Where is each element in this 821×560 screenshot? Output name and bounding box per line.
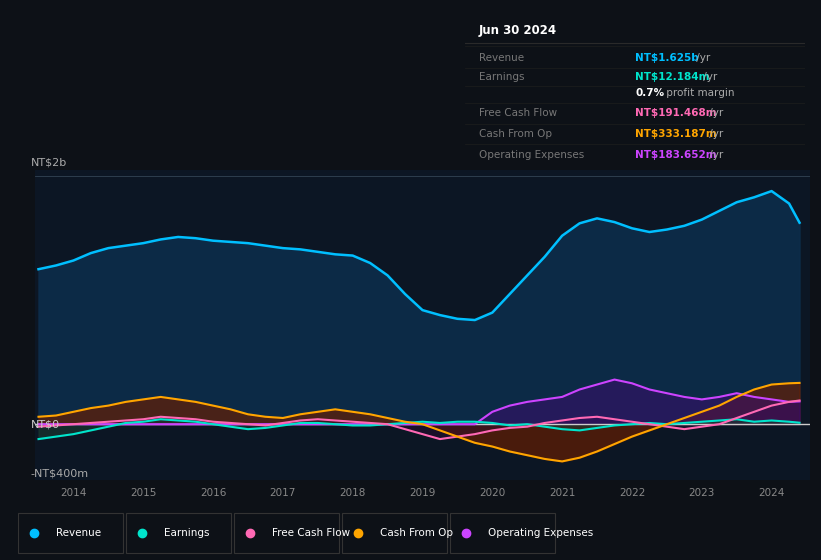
Text: Operating Expenses: Operating Expenses bbox=[488, 528, 593, 538]
Text: Jun 30 2024: Jun 30 2024 bbox=[479, 24, 557, 37]
Text: /yr: /yr bbox=[706, 108, 723, 118]
Text: 2019: 2019 bbox=[410, 488, 436, 498]
Bar bbox=[450, 513, 555, 553]
Bar bbox=[342, 513, 447, 553]
Text: -NT$400m: -NT$400m bbox=[31, 469, 89, 479]
Text: 0.7%: 0.7% bbox=[635, 87, 664, 97]
Text: 2024: 2024 bbox=[759, 488, 785, 498]
Text: Operating Expenses: Operating Expenses bbox=[479, 150, 584, 160]
Bar bbox=[126, 513, 232, 553]
Text: Cash From Op: Cash From Op bbox=[380, 528, 453, 538]
Text: 2014: 2014 bbox=[60, 488, 86, 498]
Text: Cash From Op: Cash From Op bbox=[479, 129, 552, 139]
Text: NT$2b: NT$2b bbox=[31, 157, 67, 167]
Text: 2021: 2021 bbox=[549, 488, 576, 498]
Text: 2022: 2022 bbox=[619, 488, 645, 498]
Text: /yr: /yr bbox=[699, 72, 717, 82]
Text: Free Cash Flow: Free Cash Flow bbox=[479, 108, 557, 118]
Text: /yr: /yr bbox=[706, 129, 723, 139]
Bar bbox=[18, 513, 123, 553]
Text: profit margin: profit margin bbox=[663, 87, 734, 97]
Text: 2017: 2017 bbox=[269, 488, 296, 498]
Text: /yr: /yr bbox=[706, 150, 723, 160]
Text: Free Cash Flow: Free Cash Flow bbox=[272, 528, 350, 538]
Text: NT$191.468m: NT$191.468m bbox=[635, 108, 717, 118]
Text: Earnings: Earnings bbox=[479, 72, 524, 82]
Text: Revenue: Revenue bbox=[56, 528, 101, 538]
Text: 2018: 2018 bbox=[340, 488, 366, 498]
Bar bbox=[234, 513, 339, 553]
Text: 2023: 2023 bbox=[689, 488, 715, 498]
Text: Revenue: Revenue bbox=[479, 53, 524, 63]
Text: NT$183.652m: NT$183.652m bbox=[635, 150, 717, 160]
Text: Earnings: Earnings bbox=[164, 528, 209, 538]
Text: NT$12.184m: NT$12.184m bbox=[635, 72, 709, 82]
Text: 2016: 2016 bbox=[200, 488, 227, 498]
Text: 2020: 2020 bbox=[479, 488, 506, 498]
Text: NT$333.187m: NT$333.187m bbox=[635, 129, 717, 139]
Text: NT$0: NT$0 bbox=[31, 419, 60, 429]
Text: NT$1.625b: NT$1.625b bbox=[635, 53, 699, 63]
Text: /yr: /yr bbox=[694, 53, 711, 63]
Text: 2015: 2015 bbox=[130, 488, 157, 498]
